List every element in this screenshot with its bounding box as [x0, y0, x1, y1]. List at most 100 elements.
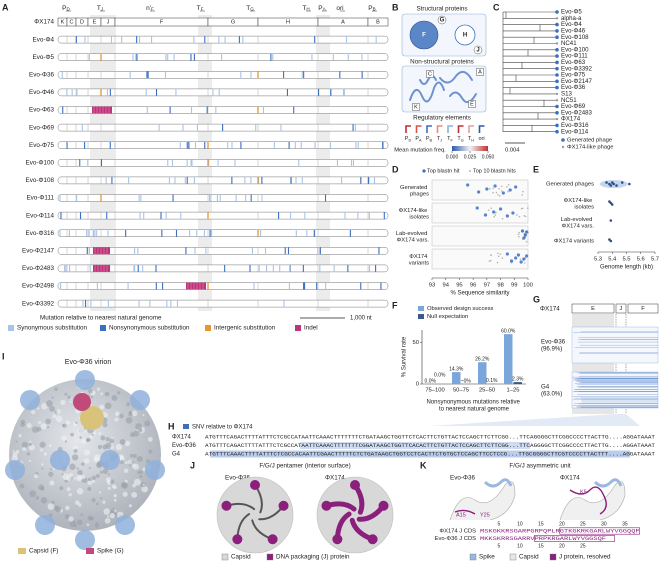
text-line: Nonsynonymous mutations relative	[426, 399, 521, 405]
tree-tip	[555, 85, 559, 90]
row-label: Generated phages	[400, 184, 429, 197]
colorbar-tick-label: 0.025	[464, 154, 477, 160]
top10-hit	[525, 240, 528, 243]
legend-swatch	[18, 548, 26, 554]
protein-label: J	[476, 48, 479, 54]
top10-hit	[521, 194, 523, 196]
genome-element-sub: H	[306, 7, 309, 12]
top-hit	[522, 236, 526, 240]
surface-texture	[94, 523, 100, 528]
tree-leaf-label: alpha-a	[561, 15, 582, 22]
text-line: isolates	[574, 204, 594, 210]
panel-letter: F	[392, 300, 398, 310]
surface-texture	[83, 449, 91, 456]
tree-tip	[555, 117, 559, 121]
text-line: isolates	[409, 214, 429, 220]
genome-track	[57, 211, 389, 220]
value-label: ~0%	[461, 378, 472, 384]
surface-texture	[111, 394, 118, 401]
top10-hit	[518, 235, 520, 238]
text-line: ΦX174	[409, 253, 429, 259]
highlighted-capsid	[80, 406, 104, 430]
bar	[504, 334, 513, 384]
surface-texture	[91, 475, 97, 481]
value-label: 14.3%	[449, 366, 464, 372]
surface-texture	[38, 484, 45, 491]
genome-track	[57, 71, 389, 79]
surface-texture	[109, 438, 115, 444]
genome-element: TG	[246, 5, 254, 12]
genome-element-sub: F	[151, 7, 154, 12]
top10-hit	[519, 258, 522, 260]
surface-texture	[128, 412, 133, 417]
protein-tag	[468, 100, 476, 108]
top10-hit	[501, 217, 504, 220]
section-title: Structural proteins	[416, 6, 467, 13]
value-label: 0.0%	[434, 372, 446, 378]
x-tick-label: 95	[456, 283, 462, 289]
legend-label: Spike	[479, 554, 495, 561]
surface-texture	[137, 470, 141, 475]
spike-pentamer	[50, 450, 70, 470]
genome-element: TJ	[97, 5, 103, 12]
row-label: ΦX174 variants	[409, 253, 429, 266]
capsid-protein	[409, 20, 439, 50]
surface-texture	[67, 395, 72, 400]
row-panel	[431, 202, 529, 224]
surface-texture	[96, 387, 101, 391]
surface-texture	[26, 422, 32, 429]
surface-texture	[107, 486, 111, 490]
surface-texture	[122, 491, 128, 497]
text-line: ΦX174-like	[564, 197, 594, 203]
legend-dot	[422, 169, 426, 173]
surface-texture	[40, 423, 47, 430]
surface-texture	[76, 488, 84, 495]
top10-hit	[492, 191, 494, 194]
panel-letter: B	[392, 2, 399, 12]
x-tick-label: 5.3	[594, 257, 602, 263]
regulatory-label-sub: G	[461, 139, 464, 143]
surface-texture	[37, 407, 40, 410]
tree-leaf-label: Evo-Φ4	[561, 21, 582, 28]
gene-box	[615, 303, 627, 314]
protein-label: K	[414, 104, 418, 110]
value-label: 0.1%	[486, 378, 498, 384]
surface-texture	[88, 389, 93, 394]
surface-texture	[104, 402, 112, 410]
text-line: to nearest natural genome	[439, 406, 510, 412]
x-axis-title: Nonsynonymous mutations relative to near…	[426, 399, 521, 412]
surface-texture	[131, 463, 136, 468]
surface-texture	[73, 477, 76, 480]
text-line: ΦX174-like	[399, 207, 429, 213]
tree-tip	[555, 54, 559, 58]
gene-label: E	[93, 19, 97, 25]
surface-texture	[118, 454, 125, 460]
genome-element-sub: B	[373, 7, 376, 12]
genome-element: PB	[368, 5, 375, 12]
ruler-number: 20	[559, 543, 565, 549]
text-line: Generated	[400, 184, 429, 190]
indel	[93, 247, 110, 255]
tree-tip	[555, 129, 559, 134]
tree-leaf-label: Evo-Φ100	[561, 46, 589, 53]
row-label: ΦX174-like isolates	[399, 207, 430, 220]
row-label: Evo-Φ75	[29, 142, 54, 149]
x-tick-label: 93	[429, 283, 435, 289]
surface-texture	[18, 434, 22, 438]
surface-texture	[125, 417, 133, 424]
regulatory-label-sub: J	[440, 139, 442, 143]
protein-tag	[426, 70, 434, 78]
surface-texture	[87, 477, 92, 482]
surface-texture	[93, 456, 100, 463]
surface-texture	[28, 444, 35, 451]
surface-texture	[144, 420, 151, 427]
surface-texture	[66, 475, 72, 481]
surface-texture	[100, 435, 106, 441]
regulatory-label-main: P	[426, 136, 430, 142]
row-label: G4 (63.0%)	[541, 383, 562, 397]
surface-texture	[131, 410, 138, 417]
spike-protein	[454, 24, 476, 46]
residue-label: K5	[580, 489, 587, 495]
